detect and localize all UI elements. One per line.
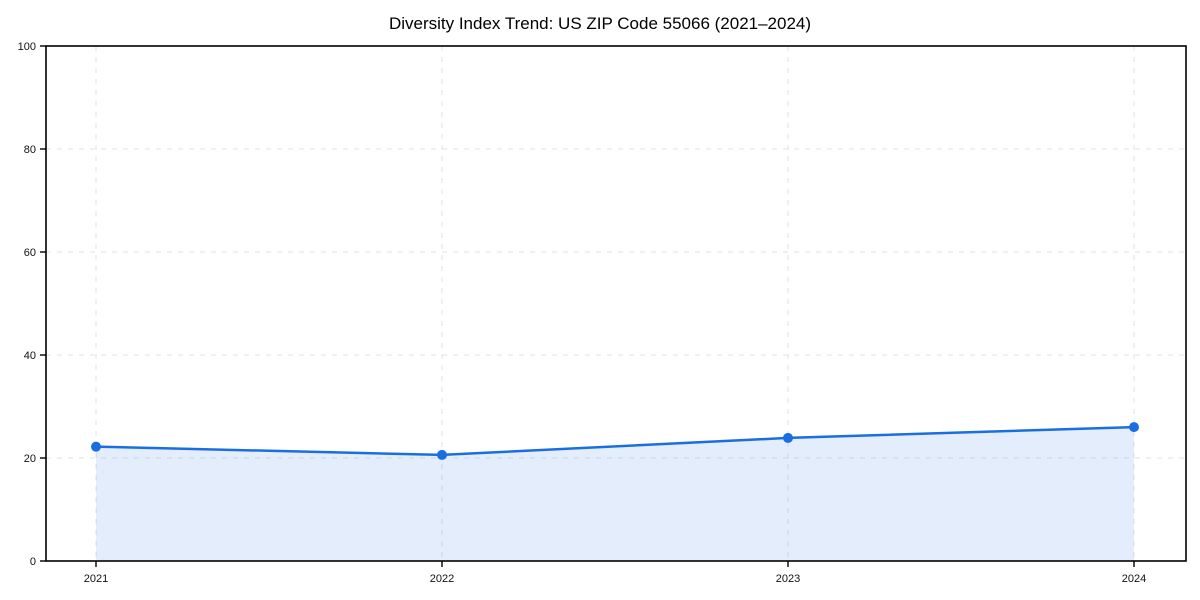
y-tick-label: 20 — [24, 453, 36, 465]
trend-line — [94, 425, 1136, 457]
axes-layer — [40, 45, 1187, 567]
y-tick-label: 100 — [18, 41, 36, 53]
data-point — [1129, 422, 1139, 433]
x-tick-label: 2021 — [84, 573, 108, 585]
y-tick-label: 40 — [24, 350, 36, 362]
x-tick-label: 2022 — [430, 573, 454, 585]
marker-layer — [91, 422, 1139, 460]
plot-border — [45, 45, 1187, 562]
y-tick-label: 80 — [24, 144, 36, 156]
x-tick-label: 2024 — [1122, 573, 1146, 585]
x-tick-label: 2023 — [776, 573, 800, 585]
grid-layer — [46, 46, 1186, 561]
data-point — [783, 432, 793, 443]
y-tick-label: 0 — [30, 556, 36, 568]
ticklabel-layer: 0 20 40 60 80 100 2021 2022 2023 2024 — [18, 41, 1147, 585]
area-layer — [96, 427, 1134, 561]
chart-title: Diversity Index Trend: US ZIP Code 55066… — [388, 14, 812, 33]
line-layer — [94, 425, 1136, 457]
data-point — [437, 449, 447, 460]
area-fill — [96, 427, 1134, 561]
data-point — [91, 441, 101, 452]
y-tick-label: 60 — [24, 247, 36, 259]
